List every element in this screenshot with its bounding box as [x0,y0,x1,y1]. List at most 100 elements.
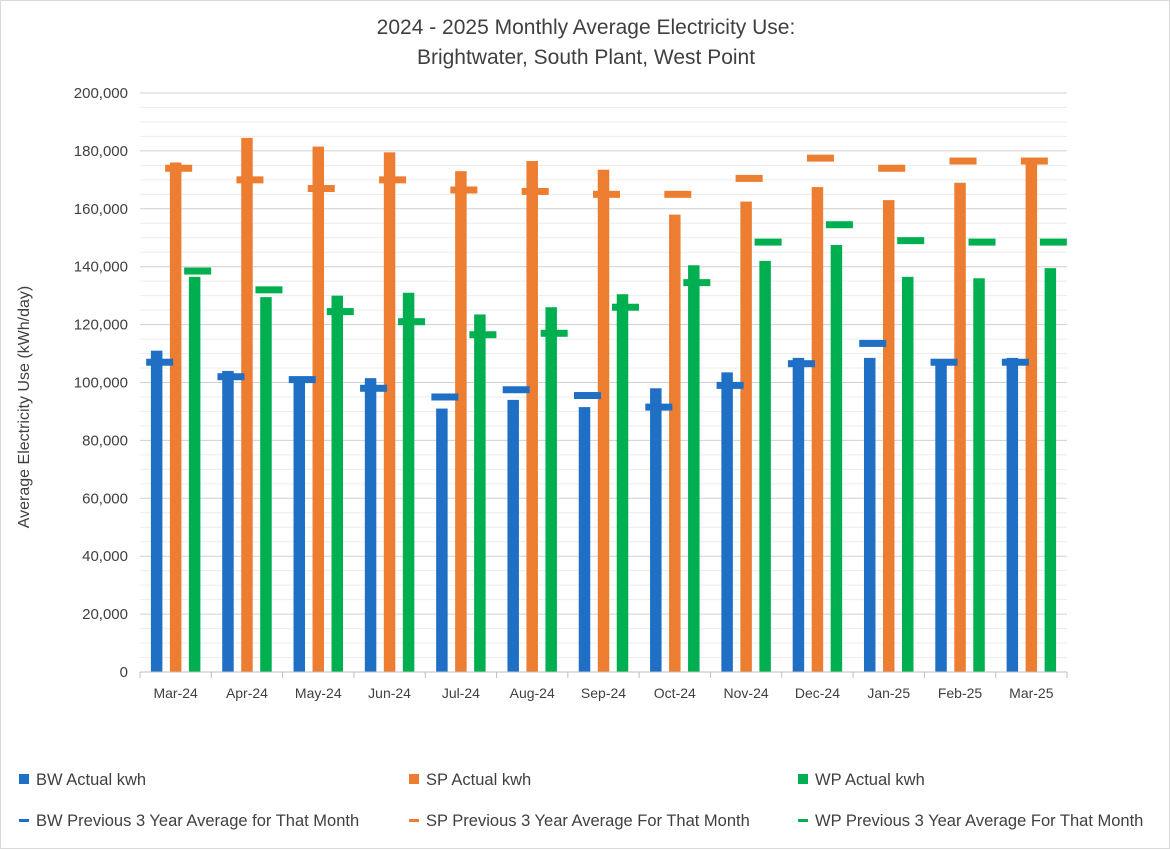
bar-bw [863,357,876,672]
legend-swatch-wp-avg [798,819,808,822]
bar-bw [1006,357,1019,672]
avg-marker-sp [379,176,407,184]
avg-marker-sp [165,164,193,172]
x-tick-label: Oct-24 [654,685,696,701]
x-tick-label: Sep-24 [581,685,626,701]
bar-wp [402,292,415,672]
bar-sp [526,161,538,672]
bar-sp [312,146,325,672]
x-tick-label: Jul-24 [442,685,480,701]
bar-sp [954,182,966,672]
marker-layer [146,154,1067,411]
legend-label-bw-avg: BW Previous 3 Year Average for That Mont… [36,812,359,830]
bar-wp [545,307,557,672]
y-tick-label: 160,000 [74,201,128,218]
y-tick-label: 140,000 [74,259,128,276]
bar-wp [1044,268,1057,672]
legend-label-wp-avg: WP Previous 3 Year Average For That Mont… [815,812,1143,830]
x-tick-label: Jan-25 [867,685,910,701]
avg-marker-wp [683,279,711,287]
x-tick-label: Mar-25 [1009,685,1054,701]
bar-wp [188,276,201,672]
avg-marker-bw [930,358,958,366]
bar-wp [830,244,843,673]
bar-bw [792,357,805,672]
chart-title-line-2: Brightwater, South Plant, West Point [417,46,755,69]
avg-marker-bw [360,384,388,392]
avg-marker-sp [450,186,478,194]
x-tick-label: Nov-24 [724,685,769,701]
bar-bw [436,408,448,672]
legend-label-wp-actual: WP Actual kwh [815,771,925,789]
bar-sp [882,200,895,673]
x-tick-label: Dec-24 [795,685,840,701]
bar-bw [578,407,591,672]
bar-wp [474,314,486,672]
bar-wp [759,260,771,672]
avg-marker-wp [398,318,426,326]
y-tick-label: 120,000 [74,317,128,334]
avg-marker-bw [574,392,601,400]
avg-marker-sp [307,185,335,193]
bar-sp [669,214,681,672]
avg-marker-wp [326,308,354,316]
legend-swatch-bw-avg [19,819,29,822]
y-tick-label: 40,000 [82,548,128,565]
y-tick-label: 180,000 [74,143,128,160]
bar-bw [650,388,662,672]
bar-bw [293,378,306,672]
avg-marker-wp [255,286,283,294]
legend-swatch-bw-actual [19,774,29,784]
avg-marker-wp [754,238,782,246]
avg-marker-sp [593,190,620,198]
legend-swatch-sp-actual [409,774,419,784]
bar-sp [455,171,467,673]
avg-marker-sp [521,187,549,195]
x-tick-label: Feb-25 [938,685,983,701]
bar-wp [616,294,629,672]
bar-bw [935,362,947,672]
legend-swatch-wp-actual [798,774,808,784]
avg-marker-bw [288,376,316,384]
bar-sp [811,187,824,672]
bar-wp [331,295,344,672]
bar-layer [150,137,1057,673]
avg-marker-bw [716,381,744,389]
bar-sp [241,137,253,672]
axis-layer: 0 20,000 40,000 60,000 80,000 100,000 120,000 1… [74,85,1068,701]
chart-title-line-1: 2024 - 2025 Monthly Average Electricity … [377,16,796,39]
bar-wp [260,297,272,672]
bar-bw [721,372,733,672]
avg-marker-wp [897,237,925,245]
legend-label-sp-actual: SP Actual kwh [426,771,531,789]
avg-marker-sp [806,154,834,162]
avg-marker-wp [825,221,853,229]
avg-marker-wp [1039,238,1067,246]
legend-label-sp-avg: SP Previous 3 Year Average For That Mont… [426,812,750,830]
y-tick-label: 0 [120,664,128,681]
avg-marker-bw [502,386,530,394]
x-tick-label: Jun-24 [368,685,411,701]
legend: BW Actual kwh SP Actual kwh WP Actual kwh B… [19,771,1143,830]
y-tick-label: 80,000 [82,432,128,449]
bar-wp [901,276,914,672]
x-tick-label: Aug-24 [510,685,555,701]
avg-marker-bw [1001,358,1029,366]
avg-marker-sp [664,190,692,198]
y-tick-label: 100,000 [74,375,128,392]
avg-marker-wp [968,238,996,246]
legend-label-bw-actual: BW Actual kwh [36,771,146,789]
bar-wp [973,278,985,672]
bar-sp [1025,162,1038,673]
bar-sp [169,162,182,673]
avg-marker-wp [612,303,639,311]
x-tick-label: Mar-24 [153,685,198,701]
bar-bw [222,370,234,672]
x-tick-label: May-24 [295,685,342,701]
bar-bw [507,399,519,672]
avg-marker-bw [431,393,459,401]
avg-marker-wp [469,331,497,339]
bar-sp [383,152,396,672]
